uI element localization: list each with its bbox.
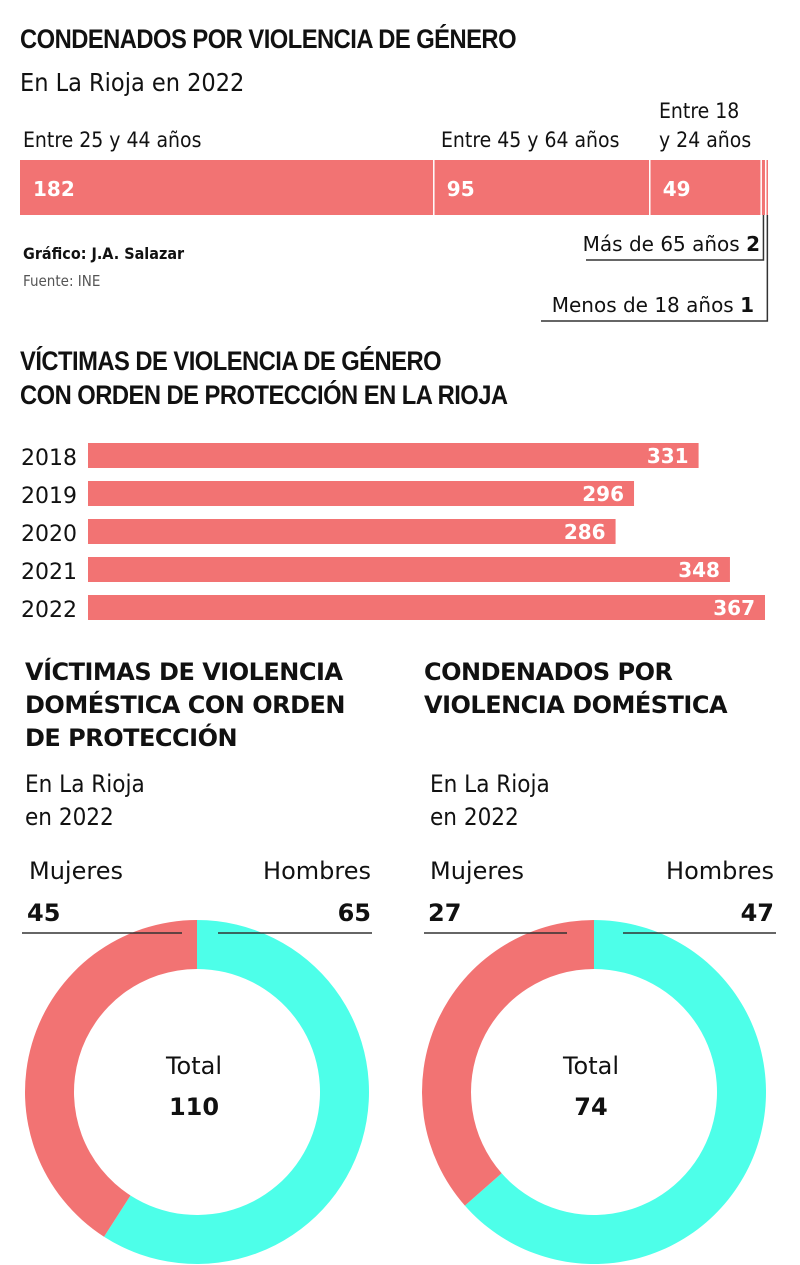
donut-victims-value-hombres: 65: [338, 899, 371, 927]
donut-convicted-center-label: Total: [562, 1052, 619, 1080]
stack-segment-3: [761, 160, 766, 215]
year-label-2022: 2022: [21, 598, 77, 623]
leader-line-mas-65: [586, 215, 765, 261]
donut-victims-value-mujeres: 45: [27, 899, 60, 927]
bar-value-label-2022: 367: [713, 596, 755, 620]
donut-victims-total: 110: [169, 1093, 219, 1121]
stack-label-45-64: Entre 45 y 64 años: [441, 128, 620, 152]
section3-title-line1: VÍCTIMAS DE VIOLENCIA: [25, 658, 343, 686]
leader-line-menos-18: [541, 215, 769, 322]
section3-subtitle-line2: en 2022: [25, 803, 114, 831]
section4-subtitle-line2: en 2022: [430, 803, 519, 831]
bar-value-label-2020: 286: [564, 520, 606, 544]
bar-2018: [88, 443, 699, 468]
donut-victims-center-label: Total: [165, 1052, 222, 1080]
donut-convicted-segment-mujeres: [421, 920, 594, 1206]
donut-convicted-segment-hombres: [464, 920, 766, 1264]
credit-text: Gráfico: J.A. Salazar: [23, 244, 185, 263]
section4-subtitle-line1: En La Rioja: [430, 770, 550, 798]
stack-segment-4: [765, 160, 768, 215]
donut-convicted-label-mujeres: Mujeres: [430, 857, 524, 885]
section3-title-line2: DOMÉSTICA CON ORDEN: [25, 691, 345, 719]
yearly-bar-chart: 2018 331 2019 296 2020 286 2021 348 2022 367: [21, 443, 765, 623]
bar-2022: [88, 595, 765, 620]
donut-convicted-value-mujeres: 27: [428, 899, 461, 927]
donut-victims-segment-mujeres: [24, 920, 198, 1237]
bar-value-label-2018: 331: [647, 444, 689, 468]
stack-segment-2: [649, 160, 762, 215]
donut-victims-label-mujeres: Mujeres: [29, 857, 123, 885]
stack-label-25-44: Entre 25 y 44 años: [23, 128, 202, 152]
donut-convicted-label-hombres: Hombres: [666, 857, 774, 885]
stack-label-mas-65: Más de 65 años 2: [583, 232, 760, 256]
section2-title-line2: CON ORDEN DE PROTECCIÓN EN LA RIOJA: [20, 380, 508, 410]
bar-value-label-2021: 348: [678, 558, 720, 582]
stack-value-label-1: 95: [447, 177, 475, 201]
donut-victims-label-hombres: Hombres: [263, 857, 371, 885]
bar-value-label-2019: 296: [582, 482, 624, 506]
year-label-2020: 2020: [21, 522, 77, 547]
bar-2021: [88, 557, 730, 582]
section3-title-line3: DE PROTECCIÓN: [25, 724, 238, 752]
donut-convicted-total: 74: [574, 1093, 607, 1121]
section4-title-line1: CONDENADOS POR: [424, 658, 673, 686]
stack-value-label-2: 49: [663, 177, 691, 201]
stack-label-menos-18: Menos de 18 años 1: [552, 293, 754, 317]
section3-subtitle-line1: En La Rioja: [25, 770, 145, 798]
stacked-bar-chart: 182 95 49 Más de 65 años 2 Menos de 18 años …: [20, 160, 769, 322]
year-label-2018: 2018: [21, 446, 77, 471]
year-label-2019: 2019: [21, 484, 77, 509]
donut-convicted-value-hombres: 47: [741, 899, 774, 927]
donut-charts: Mujeres Hombres 45 65 Total 110 Mujeres Hombres…: [22, 857, 776, 1264]
section1-subtitle: En La Rioja en 2022: [20, 68, 245, 97]
stack-segment-1: [433, 160, 650, 215]
section4-title-line2: VIOLENCIA DOMÉSTICA: [424, 691, 728, 719]
source-text: Fuente: INE: [23, 272, 101, 290]
stack-segment-0: [20, 160, 434, 215]
section1-title: CONDENADOS POR VIOLENCIA DE GÉNERO: [20, 24, 517, 54]
stack-label-18-24-line2: y 24 años: [659, 128, 752, 152]
bar-2020: [88, 519, 616, 544]
year-label-2021: 2021: [21, 560, 77, 585]
bar-2019: [88, 481, 635, 506]
stack-label-18-24-line1: Entre 18: [659, 99, 740, 123]
stack-value-label-0: 182: [33, 177, 75, 201]
section2-title-line1: VÍCTIMAS DE VIOLENCIA DE GÉNERO: [20, 346, 442, 376]
donut-victims-segment-hombres: [104, 920, 370, 1264]
